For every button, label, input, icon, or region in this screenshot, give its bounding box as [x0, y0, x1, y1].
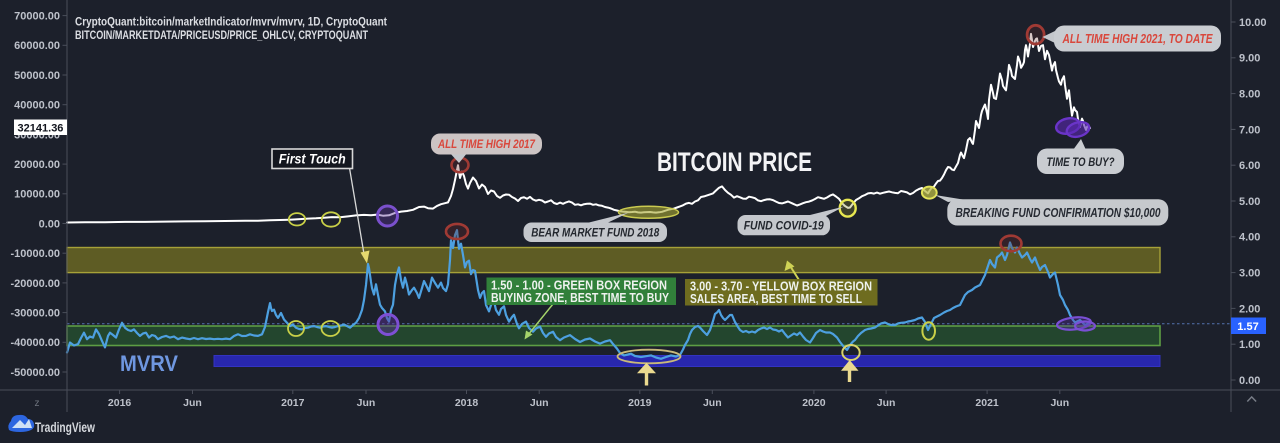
svg-text:Jun: Jun — [357, 397, 376, 409]
svg-text:TradingView: TradingView — [35, 420, 95, 435]
svg-text:0.00: 0.00 — [1239, 375, 1260, 387]
svg-text:3.00: 3.00 — [1239, 268, 1260, 280]
svg-text:Jun: Jun — [877, 397, 896, 409]
svg-text:First Touch: First Touch — [279, 152, 346, 167]
svg-text:1.57: 1.57 — [1237, 321, 1258, 333]
svg-text:z: z — [35, 398, 40, 409]
svg-text:MVRV: MVRV — [120, 351, 178, 376]
svg-text:BUYING ZONE, BEST TIME TO BUY: BUYING ZONE, BEST TIME TO BUY — [491, 291, 670, 305]
svg-text:7.00: 7.00 — [1239, 124, 1260, 136]
svg-text:Jun: Jun — [530, 397, 549, 409]
svg-text:10.00: 10.00 — [1239, 17, 1267, 29]
svg-text:2021: 2021 — [975, 397, 999, 409]
svg-text:5.00: 5.00 — [1239, 196, 1260, 208]
svg-text:BREAKING FUND CONFIRMATION $10: BREAKING FUND CONFIRMATION $10,000 — [956, 206, 1161, 220]
svg-text:TIME TO BUY?: TIME TO BUY? — [1047, 155, 1116, 169]
svg-text:2.00: 2.00 — [1239, 303, 1260, 315]
svg-text:-10000.00: -10000.00 — [10, 248, 60, 260]
svg-text:BEAR MARKET FUND 2018: BEAR MARKET FUND 2018 — [531, 226, 659, 240]
svg-text:70000.00: 70000.00 — [14, 11, 60, 23]
svg-text:ALL TIME HIGH 2021, TO DATE: ALL TIME HIGH 2021, TO DATE — [1062, 32, 1213, 46]
svg-text:2017: 2017 — [281, 397, 305, 409]
svg-text:32141.36: 32141.36 — [18, 122, 64, 134]
svg-text:Jun: Jun — [183, 397, 202, 409]
svg-text:-40000.00: -40000.00 — [10, 337, 60, 349]
svg-text:Jun: Jun — [703, 397, 722, 409]
svg-text:CryptoQuant:bitcoin/marketIndi: CryptoQuant:bitcoin/marketIndicator/mvrv… — [75, 17, 387, 29]
svg-text:2016: 2016 — [108, 397, 132, 409]
svg-text:1.50 - 1.00 - GREEN BOX REGION: 1.50 - 1.00 - GREEN BOX REGION — [491, 279, 667, 293]
svg-text:2019: 2019 — [628, 397, 652, 409]
svg-text:60000.00: 60000.00 — [14, 40, 60, 52]
svg-text:-30000.00: -30000.00 — [10, 308, 60, 320]
svg-text:Jun: Jun — [1050, 397, 1069, 409]
svg-text:6.00: 6.00 — [1239, 160, 1260, 172]
svg-text:-50000.00: -50000.00 — [10, 367, 60, 379]
svg-text:50000.00: 50000.00 — [14, 70, 60, 82]
svg-text:20000.00: 20000.00 — [14, 159, 60, 171]
svg-text:0.00: 0.00 — [39, 218, 60, 230]
svg-text:-20000.00: -20000.00 — [10, 278, 60, 290]
svg-text:9.00: 9.00 — [1239, 53, 1260, 65]
svg-text:40000.00: 40000.00 — [14, 100, 60, 112]
svg-text:BITCOIN/MARKETDATA/PRICEUSD/PR: BITCOIN/MARKETDATA/PRICEUSD/PRICE_OHLCV,… — [75, 30, 368, 42]
svg-text:FUND COVID-19: FUND COVID-19 — [744, 218, 824, 232]
svg-text:2018: 2018 — [455, 397, 479, 409]
svg-text:2020: 2020 — [802, 397, 826, 409]
svg-text:8.00: 8.00 — [1239, 89, 1260, 101]
svg-text:1.00: 1.00 — [1239, 339, 1260, 351]
svg-text:ALL TIME HIGH 2017: ALL TIME HIGH 2017 — [437, 139, 535, 151]
svg-text:10000.00: 10000.00 — [14, 189, 60, 201]
svg-text:3.00 - 3.70 - YELLOW BOX REGIO: 3.00 - 3.70 - YELLOW BOX REGION — [690, 280, 872, 294]
svg-text:BITCOIN PRICE: BITCOIN PRICE — [657, 147, 812, 177]
svg-text:SALES AREA, BEST TIME TO SELL: SALES AREA, BEST TIME TO SELL — [690, 292, 862, 306]
svg-text:4.00: 4.00 — [1239, 232, 1260, 244]
